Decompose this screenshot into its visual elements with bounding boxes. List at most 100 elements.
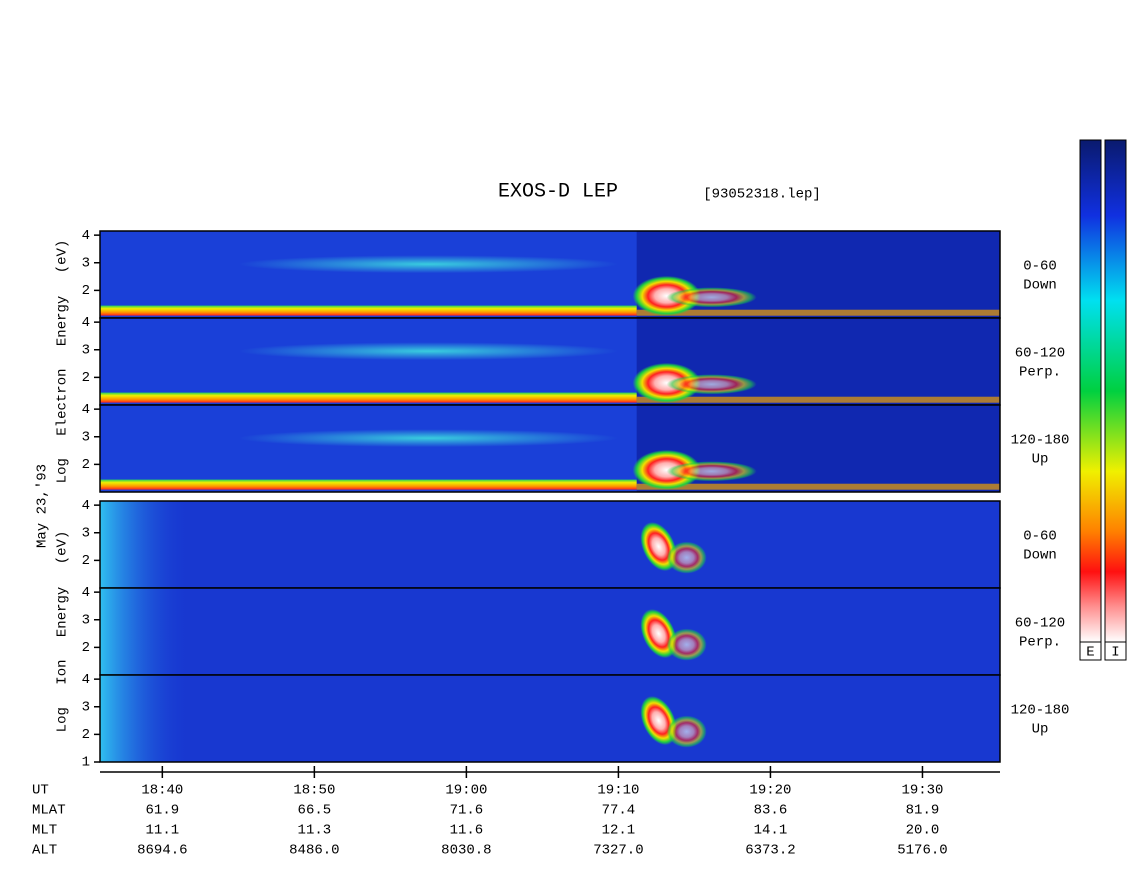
- row-value: 11.3: [298, 823, 332, 839]
- low-band: [100, 392, 637, 403]
- row-name: MLT: [32, 823, 57, 839]
- row-value: 6373.2: [745, 843, 795, 859]
- panel-bg: [100, 501, 1000, 588]
- burst-tail: [666, 628, 707, 661]
- row-name: MLAT: [32, 803, 66, 819]
- burst: [632, 449, 701, 490]
- panel-label: Perp.: [1019, 635, 1061, 651]
- burst: [632, 362, 701, 403]
- group-label: Log Ion Energy (eV): [55, 531, 71, 733]
- cyan-arc: [238, 342, 619, 361]
- row-value: 83.6: [754, 803, 788, 819]
- y-tick-label: 2: [82, 283, 90, 299]
- spikes: [636, 309, 1000, 316]
- spikes: [636, 396, 1000, 403]
- panel-label: Up: [1032, 722, 1049, 738]
- x-tick-label: 19:20: [749, 783, 791, 799]
- color-bar: [1104, 139, 1127, 643]
- y-tick-label: 3: [82, 612, 90, 628]
- file-name: [93052318.lep]: [703, 187, 821, 203]
- color-bar-label: E: [1086, 645, 1094, 661]
- panel-label: Up: [1032, 452, 1049, 468]
- panel-frame: [99, 674, 1001, 763]
- panel-label: Down: [1023, 278, 1057, 294]
- panel-label: Perp.: [1019, 365, 1061, 381]
- y-tick-label: 2: [82, 370, 90, 386]
- cyan-arc: [238, 255, 619, 274]
- color-bar: [1079, 139, 1102, 643]
- color-bar-label: I: [1111, 645, 1119, 661]
- x-tick-label: 18:40: [141, 783, 183, 799]
- y-tick-label: 3: [82, 429, 90, 445]
- row-value: 8486.0: [289, 843, 339, 859]
- low-band: [100, 479, 637, 490]
- cyan-arc: [238, 429, 619, 448]
- panel-label: Down: [1023, 548, 1057, 564]
- spectrogram: [100, 675, 1000, 762]
- burst-tail: [666, 715, 707, 748]
- y-tick-label: 4: [82, 585, 90, 601]
- spectrogram: [100, 405, 1000, 492]
- y-tick-label: 4: [82, 315, 90, 331]
- row-value: 11.6: [450, 823, 484, 839]
- y-tick-label: 2: [82, 457, 90, 473]
- row-value: 7327.0: [593, 843, 643, 859]
- row-value: 14.1: [754, 823, 788, 839]
- x-tick-label: 18:50: [293, 783, 335, 799]
- row-value: 5176.0: [897, 843, 947, 859]
- burst: [632, 275, 701, 316]
- row-value: 11.1: [146, 823, 180, 839]
- y-tick-label: 1: [82, 755, 90, 771]
- row-value: 81.9: [906, 803, 940, 819]
- date-label: May 23,'93: [35, 464, 51, 548]
- row-value: 12.1: [602, 823, 636, 839]
- color-bar-label-box: [1104, 641, 1127, 661]
- burst-tail: [666, 287, 757, 308]
- panel-label: 120-180: [1011, 433, 1070, 449]
- left-edge: [100, 501, 190, 588]
- spectrogram: [100, 501, 1000, 588]
- y-tick-label: 4: [82, 402, 90, 418]
- y-tick-label: 2: [82, 727, 90, 743]
- panel-frame: [99, 404, 1001, 493]
- burst-tail: [666, 374, 757, 395]
- row-value: 77.4: [602, 803, 636, 819]
- left-edge: [100, 588, 190, 675]
- panel-label: 60-120: [1015, 616, 1065, 632]
- row-value: 8694.6: [137, 843, 187, 859]
- y-tick-label: 2: [82, 640, 90, 656]
- row-value: 20.0: [906, 823, 940, 839]
- y-tick-label: 3: [82, 255, 90, 271]
- left-edge: [100, 675, 190, 762]
- panel-label: 0-60: [1023, 529, 1057, 545]
- y-tick-label: 4: [82, 672, 90, 688]
- y-tick-label: 2: [82, 553, 90, 569]
- y-tick-label: 3: [82, 699, 90, 715]
- y-tick-label: 3: [82, 525, 90, 541]
- y-tick-label: 4: [82, 498, 90, 514]
- spectrogram: [100, 318, 1000, 405]
- panel-label: 0-60: [1023, 259, 1057, 275]
- x-tick-label: 19:00: [445, 783, 487, 799]
- row-value: 8030.8: [441, 843, 491, 859]
- burst-tail: [666, 541, 707, 574]
- row-value: 61.9: [146, 803, 180, 819]
- row-value: 71.6: [450, 803, 484, 819]
- x-tick-label: 19:10: [597, 783, 639, 799]
- burst-tail: [666, 461, 757, 482]
- spectrogram: [100, 231, 1000, 318]
- x-tick-label: 19:30: [901, 783, 943, 799]
- panel-label: 60-120: [1015, 346, 1065, 362]
- spikes: [636, 483, 1000, 490]
- panel-label: 120-180: [1011, 703, 1070, 719]
- chart-title: EXOS-D LEP: [498, 180, 618, 203]
- row-value: 66.5: [298, 803, 332, 819]
- spectrogram: [100, 588, 1000, 675]
- panel-bg: [100, 588, 1000, 675]
- group-label: Log Electron Energy (eV): [55, 240, 71, 484]
- y-tick-label: 4: [82, 228, 90, 244]
- row-name: ALT: [32, 843, 57, 859]
- panel-bg: [100, 675, 1000, 762]
- x-axis-label: UT: [32, 783, 49, 799]
